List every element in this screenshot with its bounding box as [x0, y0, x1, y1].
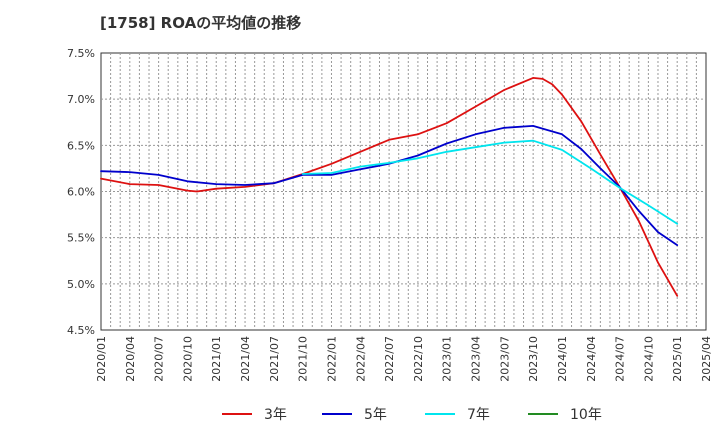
y-tick-label: 5.5%	[67, 232, 95, 245]
x-tick-label: 2022/10	[412, 336, 425, 382]
x-tick-label: 2020/07	[153, 336, 166, 382]
x-tick-label: 2023/10	[527, 336, 540, 382]
y-tick-label: 6.0%	[67, 186, 95, 199]
legend-label: 3年	[264, 407, 287, 423]
y-axis-ticks: 7.5% 7.0% 6.5% 6.0% 5.5% 5.0% 4.5%	[67, 47, 95, 337]
x-tick-label: 2021/04	[239, 336, 252, 382]
chart-title: [1758] ROAの平均値の推移	[100, 14, 301, 32]
x-tick-label: 2020/10	[181, 336, 194, 382]
x-tick-label: 2023/04	[470, 336, 483, 382]
x-axis-ticks: 2020/01 2020/04 2020/07 2020/10 2021/01 2021/…	[95, 336, 713, 382]
x-tick-label: 2024/07	[614, 336, 627, 382]
legend-label: 5年	[364, 407, 387, 423]
grid-lines	[101, 53, 706, 330]
x-tick-label: 2021/01	[210, 336, 223, 382]
legend-label: 10年	[570, 407, 602, 423]
y-tick-label: 5.0%	[67, 278, 95, 291]
x-tick-label: 2024/01	[556, 336, 569, 382]
series-line-1	[100, 77, 679, 297]
x-tick-label: 2023/01	[441, 336, 454, 382]
legend: 3年 5年 7年 10年	[222, 407, 602, 423]
y-tick-label: 6.5%	[67, 139, 95, 152]
x-tick-label: 2025/01	[671, 336, 684, 382]
legend-label: 7年	[467, 407, 490, 423]
series-line-2	[100, 125, 679, 247]
series-line-3	[301, 139, 679, 225]
x-tick-label: 2025/04	[700, 336, 713, 382]
series-lines	[100, 77, 679, 297]
x-tick-label: 2022/07	[383, 336, 396, 382]
x-tick-label: 2021/07	[268, 336, 281, 382]
y-tick-label: 4.5%	[67, 324, 95, 337]
x-tick-label: 2022/01	[325, 336, 338, 382]
x-tick-label: 2020/04	[124, 336, 137, 382]
y-tick-label: 7.5%	[67, 47, 95, 60]
x-tick-label: 2024/04	[585, 336, 598, 382]
x-tick-label: 2021/10	[297, 336, 310, 382]
x-tick-label: 2024/10	[642, 336, 655, 382]
x-tick-label: 2020/01	[95, 336, 108, 382]
x-tick-label: 2022/04	[354, 336, 367, 382]
y-tick-label: 7.0%	[67, 93, 95, 106]
x-tick-label: 2023/07	[498, 336, 511, 382]
